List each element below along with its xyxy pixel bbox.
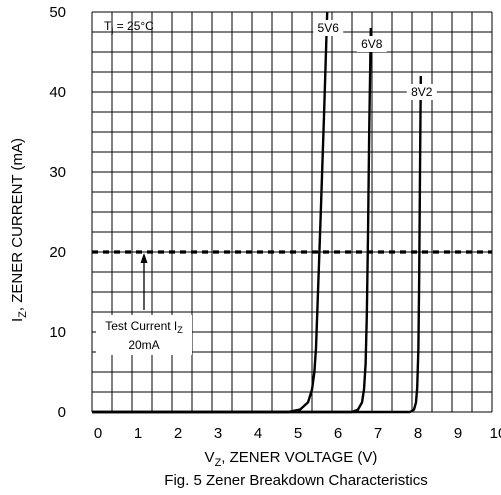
y-tick-label: 0 — [58, 404, 66, 421]
temperature-condition: Tj = 25°C — [104, 19, 154, 35]
series-label-5v6: 5V6 — [318, 21, 340, 35]
x-tick-label: 10 — [490, 425, 501, 442]
y-axis-label: IZ, ZENER CURRENT (mA) — [9, 138, 29, 322]
y-tick-label: 10 — [49, 324, 66, 341]
x-tick-label: 6 — [334, 425, 342, 442]
x-tick-label: 3 — [214, 425, 222, 442]
x-axis-label: VZ, ZENER VOLTAGE (V) — [205, 449, 378, 469]
x-tick-label: 4 — [254, 425, 262, 442]
y-tick-labels: 0 10 20 30 40 50 — [49, 4, 66, 421]
x-tick-label: 9 — [454, 425, 462, 442]
x-tick-label: 8 — [414, 425, 422, 442]
series-labels: 5V6 6V8 8V2 — [313, 20, 437, 100]
x-tick-label: 5 — [294, 425, 302, 442]
figure-caption: Fig. 5 Zener Breakdown Characteristics — [164, 472, 427, 489]
x-tick-label: 1 — [134, 425, 142, 442]
y-tick-label: 20 — [49, 244, 66, 261]
test-current-value: 20mA — [128, 338, 159, 352]
x-tick-label: 0 — [94, 425, 102, 442]
y-tick-label: 50 — [49, 4, 66, 21]
x-tick-label: 2 — [174, 425, 182, 442]
test-current-label: Test Current IZ — [105, 319, 183, 335]
series-curve-8v2 — [92, 75, 422, 414]
series-curve-5v6 — [92, 11, 329, 414]
grid — [91, 11, 493, 413]
test-current-annotation: Test Current IZ 20mA — [96, 253, 192, 355]
y-tick-label: 40 — [49, 84, 66, 101]
test-current-arrowhead — [140, 253, 148, 263]
series-curves — [92, 11, 422, 414]
x-tick-labels: 0 1 2 3 4 5 6 7 8 9 10 — [94, 425, 501, 442]
series-label-bg — [313, 20, 344, 36]
y-tick-label: 30 — [49, 164, 66, 181]
x-tick-label: 7 — [374, 425, 382, 442]
series-label-bg — [406, 84, 437, 100]
series-label-6v8: 6V8 — [361, 37, 383, 51]
test-current-label-bg — [96, 315, 192, 355]
series-label-bg — [356, 36, 387, 52]
series-label-8v2: 8V2 — [411, 85, 433, 99]
